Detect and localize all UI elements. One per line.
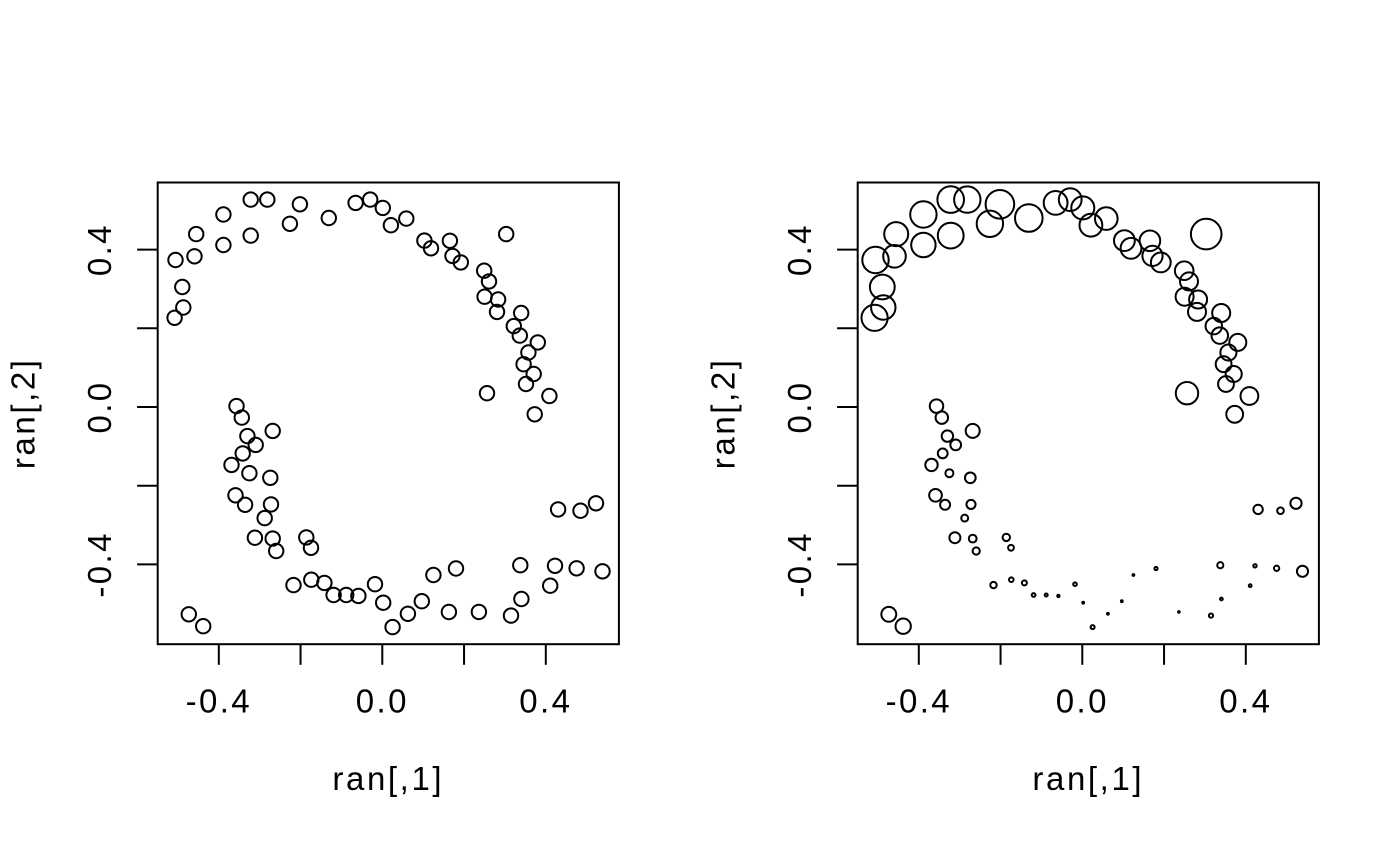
svg-text:0.0: 0.0 <box>1056 683 1109 720</box>
svg-text:-0.4: -0.4 <box>781 531 818 597</box>
svg-text:0.0: 0.0 <box>81 380 118 433</box>
svg-text:ran[,2]: ran[,2] <box>5 357 42 469</box>
svg-text:0.4: 0.4 <box>781 223 818 276</box>
svg-text:0.4: 0.4 <box>1219 683 1272 720</box>
svg-text:-0.4: -0.4 <box>186 683 252 720</box>
svg-text:0.0: 0.0 <box>356 683 409 720</box>
svg-text:0.4: 0.4 <box>519 683 572 720</box>
svg-text:-0.4: -0.4 <box>886 683 952 720</box>
svg-text:0.4: 0.4 <box>81 223 118 276</box>
svg-text:ran[,1]: ran[,1] <box>1032 760 1144 797</box>
svg-text:ran[,2]: ran[,2] <box>705 357 742 469</box>
svg-text:ran[,1]: ran[,1] <box>332 760 444 797</box>
svg-text:-0.4: -0.4 <box>81 531 118 597</box>
svg-text:0.0: 0.0 <box>781 380 818 433</box>
